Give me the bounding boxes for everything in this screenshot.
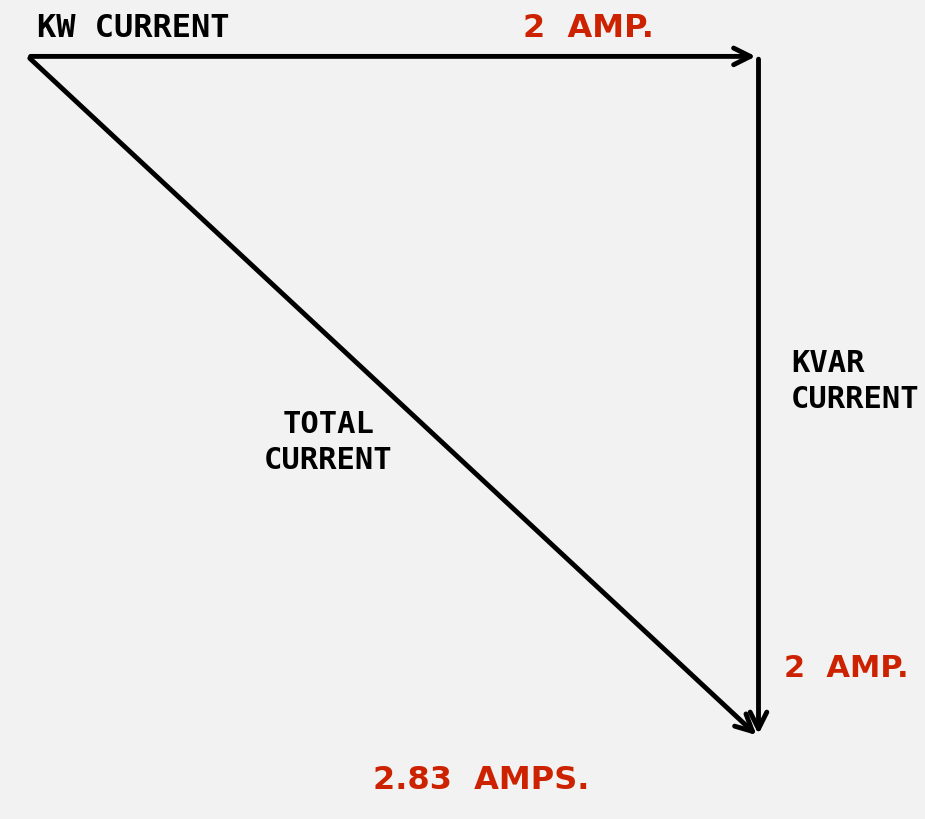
- Text: 2.83  AMPS.: 2.83 AMPS.: [373, 764, 589, 795]
- Text: KVAR
CURRENT: KVAR CURRENT: [791, 348, 919, 414]
- Text: 2  AMP.: 2 AMP.: [784, 653, 909, 682]
- Text: 2  AMP.: 2 AMP.: [523, 13, 653, 44]
- Text: KW CURRENT: KW CURRENT: [37, 13, 229, 44]
- Text: TOTAL
CURRENT: TOTAL CURRENT: [264, 410, 393, 475]
